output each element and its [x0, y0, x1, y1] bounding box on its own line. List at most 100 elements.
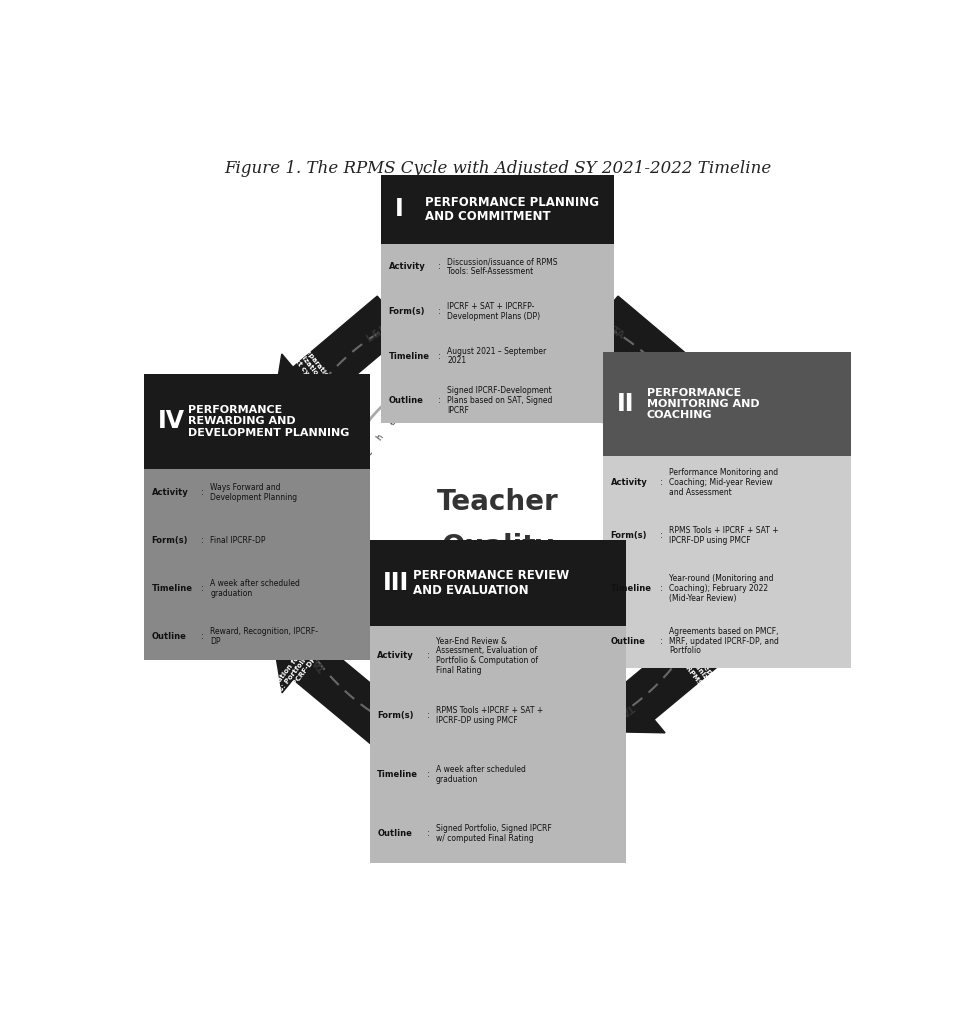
Polygon shape: [588, 296, 723, 416]
Text: :: :: [427, 770, 430, 779]
Text: :: :: [201, 488, 204, 497]
Text: i: i: [552, 385, 557, 394]
Text: n: n: [457, 662, 464, 672]
Text: e: e: [387, 418, 397, 428]
Text: n: n: [609, 431, 619, 440]
Text: :: :: [427, 829, 430, 839]
Text: Form(s): Form(s): [611, 530, 647, 540]
Text: r: r: [402, 406, 411, 415]
Text: TA: TA: [609, 325, 626, 341]
Text: Timeline: Timeline: [151, 584, 192, 593]
Text: Outline: Outline: [377, 829, 412, 839]
Text: Activity: Activity: [611, 478, 648, 486]
Text: Reward, Recognition, IPCRF-
DP: Reward, Recognition, IPCRF- DP: [210, 627, 318, 645]
Text: Discussion/issuance of RPMS
Tools: Self-Assessment: Discussion/issuance of RPMS Tools: Self-…: [448, 257, 557, 276]
Text: :: :: [201, 632, 204, 641]
Text: :: :: [438, 307, 441, 315]
Text: PERFORMANCE
REWARDING AND
DEVELOPMENT PLANNING: PERFORMANCE REWARDING AND DEVELOPMENT PL…: [187, 406, 349, 437]
Text: Figure 1. The RPMS Cycle with Adjusted SY 2021-2022 Timeline: Figure 1. The RPMS Cycle with Adjusted S…: [224, 160, 771, 177]
Text: d: d: [389, 625, 400, 635]
Text: e: e: [634, 559, 645, 566]
Text: o: o: [596, 624, 607, 633]
Text: Performance Monitoring and
Coaching; Mid-year Review
and Assessment: Performance Monitoring and Coaching; Mid…: [669, 468, 779, 497]
Text: Signed IPCRF-Development
Plans based on SAT, Signed
IPCRF: Signed IPCRF-Development Plans based on …: [448, 386, 552, 415]
Text: Portfolio Preparation
and Organization
Forms: COT-RPMS, Portfolio: Portfolio Preparation and Organization F…: [655, 618, 739, 717]
Text: Timeline: Timeline: [388, 351, 429, 360]
Text: Activity: Activity: [388, 262, 425, 271]
Polygon shape: [272, 296, 407, 416]
Text: :: :: [660, 584, 663, 593]
Text: A week after scheduled
graduation: A week after scheduled graduation: [436, 765, 526, 783]
Text: Preparation for Phase IV
Tools: Portfolio, IPCRF,
IPCRF-DP: Preparation for Phase IV Tools: Portfoli…: [260, 623, 336, 713]
Text: r: r: [348, 543, 357, 548]
Text: RPMS Tools + IPCRF + SAT +
IPCRF-DP using PMCF: RPMS Tools + IPCRF + SAT + IPCRF-DP usin…: [669, 526, 779, 545]
Text: r: r: [405, 637, 414, 646]
Text: Timeline: Timeline: [611, 584, 652, 593]
Text: Activity: Activity: [377, 651, 414, 660]
Text: s: s: [619, 594, 630, 602]
Text: TA: TA: [305, 386, 321, 403]
Polygon shape: [603, 351, 852, 456]
Text: e: e: [619, 447, 630, 457]
Polygon shape: [381, 175, 615, 245]
Text: p: p: [583, 403, 592, 414]
Text: i: i: [598, 418, 606, 425]
Text: i: i: [517, 375, 519, 384]
Text: :: :: [201, 536, 204, 545]
Polygon shape: [603, 613, 738, 733]
Text: T: T: [348, 505, 356, 510]
Text: h: h: [496, 374, 502, 382]
Text: PERFORMANCE REVIEW
AND EVALUATION: PERFORMANCE REVIEW AND EVALUATION: [414, 569, 570, 597]
Text: :: :: [438, 351, 441, 360]
Text: Teacher: Teacher: [437, 488, 558, 516]
Text: August 2021 – September
2021: August 2021 – September 2021: [448, 346, 547, 366]
Text: s: s: [377, 610, 387, 620]
Text: Agreements based on PMCF,
MRF, updated IPCRF-DP, and
Portfolio: Agreements based on PMCF, MRF, updated I…: [669, 627, 779, 655]
Text: l: l: [552, 655, 557, 665]
Text: o: o: [640, 522, 649, 527]
Text: t: t: [497, 667, 500, 676]
Text: :: :: [427, 711, 430, 720]
Text: I: I: [394, 198, 403, 221]
Text: RPMS Tools +IPCRF + SAT +
IPCRF-DP using PMCF: RPMS Tools +IPCRF + SAT + IPCRF-DP using…: [436, 706, 543, 725]
Text: Year-round (Monitoring and
Coaching); February 2022
(Mid-Year Review): Year-round (Monitoring and Coaching); Fe…: [669, 573, 774, 602]
Text: h: h: [375, 432, 385, 442]
Text: L&D: L&D: [375, 712, 401, 732]
Text: a: a: [356, 466, 366, 474]
Text: Form(s): Form(s): [388, 307, 425, 315]
Text: a: a: [420, 647, 430, 657]
Text: II: II: [617, 392, 634, 416]
Text: Final IPCRF-DP: Final IPCRF-DP: [210, 536, 266, 545]
Text: :: :: [660, 478, 663, 486]
Text: L&D: L&D: [365, 323, 391, 344]
Text: IPCRF + SAT + IPCRFP-
Development Plans (DP): IPCRF + SAT + IPCRFP- Development Plans …: [448, 302, 540, 321]
Polygon shape: [144, 374, 370, 469]
Text: a: a: [477, 666, 483, 675]
Text: Outline: Outline: [388, 396, 423, 406]
Text: P: P: [634, 483, 645, 490]
Text: IV: IV: [157, 410, 184, 433]
Text: Outline: Outline: [611, 637, 646, 646]
Polygon shape: [381, 245, 615, 423]
Text: o: o: [352, 560, 361, 568]
Polygon shape: [144, 469, 370, 660]
Text: i: i: [610, 610, 619, 617]
Text: :: :: [427, 651, 430, 660]
Text: :: :: [660, 530, 663, 540]
Text: f: f: [358, 580, 367, 586]
Text: III: III: [384, 571, 410, 595]
Text: r: r: [639, 504, 648, 508]
Text: n: n: [583, 636, 592, 646]
Text: Activity: Activity: [151, 488, 188, 497]
Text: e: e: [351, 485, 360, 493]
Text: Form(s): Form(s): [377, 711, 414, 720]
Text: Quality: Quality: [442, 534, 553, 561]
Text: :: :: [660, 637, 663, 646]
Text: A week after scheduled
graduation: A week after scheduled graduation: [210, 579, 300, 598]
Text: PERFORMANCE PLANNING
AND COMMITMENT: PERFORMANCE PLANNING AND COMMITMENT: [424, 196, 599, 223]
Text: :: :: [438, 262, 441, 271]
Text: p: p: [567, 393, 577, 403]
Text: TA: TA: [312, 654, 328, 673]
Text: d: d: [438, 655, 447, 666]
Text: Portfolio Preparation
and Organization
for the next cycle: Portfolio Preparation and Organization f…: [264, 312, 332, 391]
